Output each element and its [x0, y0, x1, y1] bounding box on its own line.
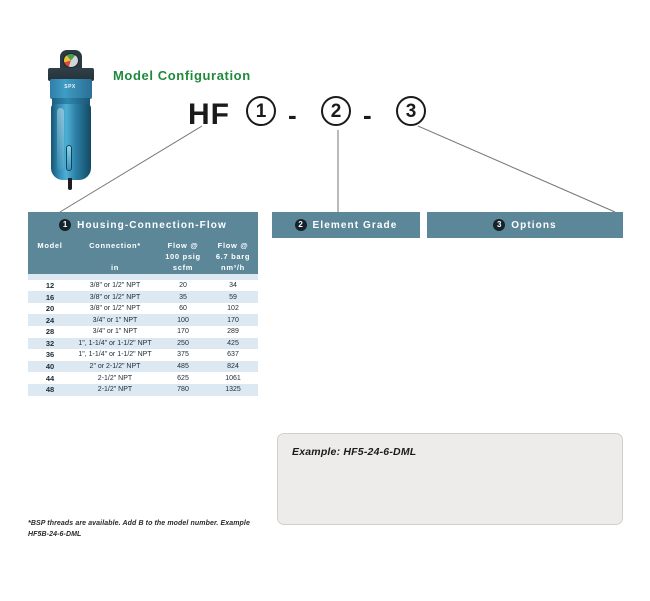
col-flow-scfm: Flow @100 psig scfm — [158, 238, 208, 274]
model-code-prefix: HF — [188, 98, 230, 131]
drain-outlet — [68, 178, 72, 190]
table-row: 48 2-1/2" NPT 780 1325 — [28, 383, 258, 396]
table1-column-headers: Model Connection* in Flow @100 psig scfm F… — [28, 238, 258, 274]
nm3h-value: 1325 — [208, 383, 258, 396]
col-flow-nm3h: Flow @6.7 barg nm³/h — [208, 238, 258, 274]
table-row: 36 1", 1-1/4" or 1-1/2" NPT 375 637 — [28, 349, 258, 361]
table-row: 44 2-1/2" NPT 625 1061 — [28, 372, 258, 384]
scfm-value: 780 — [158, 383, 208, 396]
table2-header: 2 Element Grade — [272, 212, 420, 238]
badge-3: 3 — [493, 219, 506, 231]
model: 48 — [28, 383, 72, 396]
example-callout: Example: HF5-24-6-DML — [277, 433, 623, 525]
table1-spacer — [28, 273, 258, 280]
nm3h-value: 289 — [208, 326, 258, 338]
col-model: Model — [28, 238, 72, 274]
example-title: Example: HF5-24-6-DML — [292, 446, 417, 458]
connection-value: 1", 1-1/4" or 1-1/2" NPT — [72, 337, 158, 350]
air-filter-housing-icon: SPX — [38, 50, 104, 190]
table-row: 12 3/8" or 1/2" NPT 20 34 — [28, 279, 258, 292]
nm3h-value: 34 — [208, 279, 258, 292]
scfm-value: 375 — [158, 349, 208, 361]
table1-header: 1 Housing-Connection-Flow — [28, 212, 258, 238]
pressure-gauge-icon — [63, 53, 79, 68]
model: 24 — [28, 314, 72, 326]
nm3h-value: 102 — [208, 302, 258, 315]
nm3h-value: 637 — [208, 349, 258, 361]
scfm-value: 250 — [158, 337, 208, 350]
table-housing-connection-flow: 1 Housing-Connection-Flow Model Connecti… — [28, 212, 258, 396]
table-options: 3 Options — [427, 212, 623, 238]
model-code-circle-2: 2 — [321, 96, 351, 126]
model: 28 — [28, 326, 72, 338]
model: 36 — [28, 349, 72, 361]
table3-title: Options — [511, 219, 557, 231]
connection-value: 3/4" or 1" NPT — [72, 326, 158, 338]
model: 44 — [28, 372, 72, 384]
connection-value: 2-1/2" NPT — [72, 372, 158, 384]
scfm-value: 20 — [158, 279, 208, 292]
table-row: 20 3/8" or 1/2" NPT 60 102 — [28, 302, 258, 315]
scfm-value: 100 — [158, 314, 208, 326]
scfm-value: 170 — [158, 326, 208, 338]
table-row: 32 1", 1-1/4" or 1-1/2" NPT 250 425 — [28, 337, 258, 350]
connection-value: 2" or 2-1/2" NPT — [72, 360, 158, 373]
badge-2: 2 — [294, 219, 307, 231]
table1-grid: Model Connection* in Flow @100 psig scfm F… — [28, 238, 258, 396]
scfm-value: 35 — [158, 291, 208, 303]
connection-value: 1", 1-1/4" or 1-1/2" NPT — [72, 349, 158, 361]
model-code-circle-1: 1 — [246, 96, 276, 126]
table1-title: Housing-Connection-Flow — [77, 219, 227, 231]
connection-value: 3/8" or 1/2" NPT — [72, 279, 158, 292]
table1-body: 12 3/8" or 1/2" NPT 20 34 16 3/8" or 1/2" NPT… — [28, 279, 258, 396]
scfm-value: 485 — [158, 360, 208, 373]
scfm-value: 625 — [158, 372, 208, 384]
sight-glass — [66, 145, 72, 171]
nm3h-value: 425 — [208, 337, 258, 350]
table2-title: Element Grade — [312, 219, 398, 231]
connection-value: 3/8" or 1/2" NPT — [72, 291, 158, 303]
table-row: 28 3/4" or 1" NPT 170 289 — [28, 326, 258, 338]
table1-footnote: *BSP threads are available. Add B to the… — [28, 520, 250, 538]
model: 40 — [28, 360, 72, 373]
filter-neck — [52, 98, 90, 105]
badge-1: 1 — [59, 219, 72, 231]
connection-value: 2-1/2" NPT — [72, 383, 158, 396]
nm3h-value: 170 — [208, 314, 258, 326]
model-code-dash-1: - — [288, 100, 297, 130]
model: 16 — [28, 291, 72, 303]
model: 12 — [28, 279, 72, 292]
table-element-grade: 2 Element Grade — [272, 212, 420, 238]
connection-value: 3/8" or 1/2" NPT — [72, 302, 158, 315]
model: 32 — [28, 337, 72, 350]
page-title: Model Configuration — [113, 68, 251, 83]
table-row: 16 3/8" or 1/2" NPT 35 59 — [28, 291, 258, 303]
filter-cap — [48, 68, 94, 81]
table-row: 40 2" or 2-1/2" NPT 485 824 — [28, 360, 258, 373]
connection-value: 3/4" or 1" NPT — [72, 314, 158, 326]
brand-label: SPX — [64, 84, 76, 90]
nm3h-value: 824 — [208, 360, 258, 373]
model-code-circle-3: 3 — [396, 96, 426, 126]
col-connection: Connection* in — [72, 238, 158, 274]
scfm-value: 60 — [158, 302, 208, 315]
table-row: 24 3/4" or 1" NPT 100 170 — [28, 314, 258, 326]
table3-header: 3 Options — [427, 212, 623, 238]
model: 20 — [28, 302, 72, 315]
nm3h-value: 1061 — [208, 372, 258, 384]
filter-head — [50, 79, 92, 99]
nm3h-value: 59 — [208, 291, 258, 303]
model-code-dash-2: - — [363, 100, 372, 130]
